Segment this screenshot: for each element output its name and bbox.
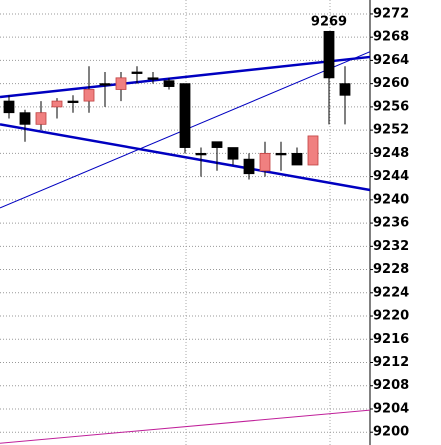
candle-body [51, 100, 63, 108]
y-tick-label: 9224 [373, 285, 409, 300]
y-tick-label: 9272 [373, 6, 409, 21]
candle-body [291, 152, 303, 166]
y-tick-label: 9236 [373, 216, 409, 231]
trendline [0, 123, 371, 192]
y-tick-label: 9264 [373, 53, 409, 68]
candle-body [227, 147, 239, 160]
y-tick-label: 9268 [373, 30, 409, 45]
trendline [0, 55, 371, 99]
y-tick-label: 9256 [373, 99, 409, 114]
y-tick-label: 9240 [373, 192, 409, 207]
candle-body [147, 77, 159, 80]
y-tick-label: 9200 [373, 425, 409, 440]
candle-body [323, 30, 335, 79]
candle-body [211, 141, 223, 148]
candle-body [275, 152, 287, 156]
trendline [0, 409, 371, 444]
candle-body [115, 77, 127, 90]
candle-body [163, 80, 175, 87]
candle-body [131, 71, 143, 74]
candle-body [35, 112, 47, 125]
y-tick-label: 9208 [373, 378, 409, 393]
y-tick-label: 9260 [373, 76, 409, 91]
candle-body [83, 89, 95, 102]
candle-body [99, 83, 111, 86]
y-tick-label: 9244 [373, 169, 409, 184]
candle-body [19, 112, 31, 125]
candle-body [307, 135, 319, 166]
annotation: 9269 [311, 15, 347, 30]
y-tick-label: 9216 [373, 332, 409, 347]
y-tick-label: 9220 [373, 309, 409, 324]
y-tick-label: 9204 [373, 401, 409, 416]
y-tick-label: 9248 [373, 146, 409, 161]
y-tick-label: 9228 [373, 262, 409, 277]
y-tick-label: 9212 [373, 355, 409, 370]
candle-body [243, 158, 255, 175]
candle-body [259, 152, 271, 172]
candle-body [179, 83, 191, 148]
candle-body [195, 152, 207, 156]
candle-body [67, 100, 79, 103]
candle-body [339, 83, 351, 96]
y-tick-label: 9232 [373, 239, 409, 254]
y-tick-label: 9252 [373, 123, 409, 138]
candle-body [3, 100, 15, 114]
